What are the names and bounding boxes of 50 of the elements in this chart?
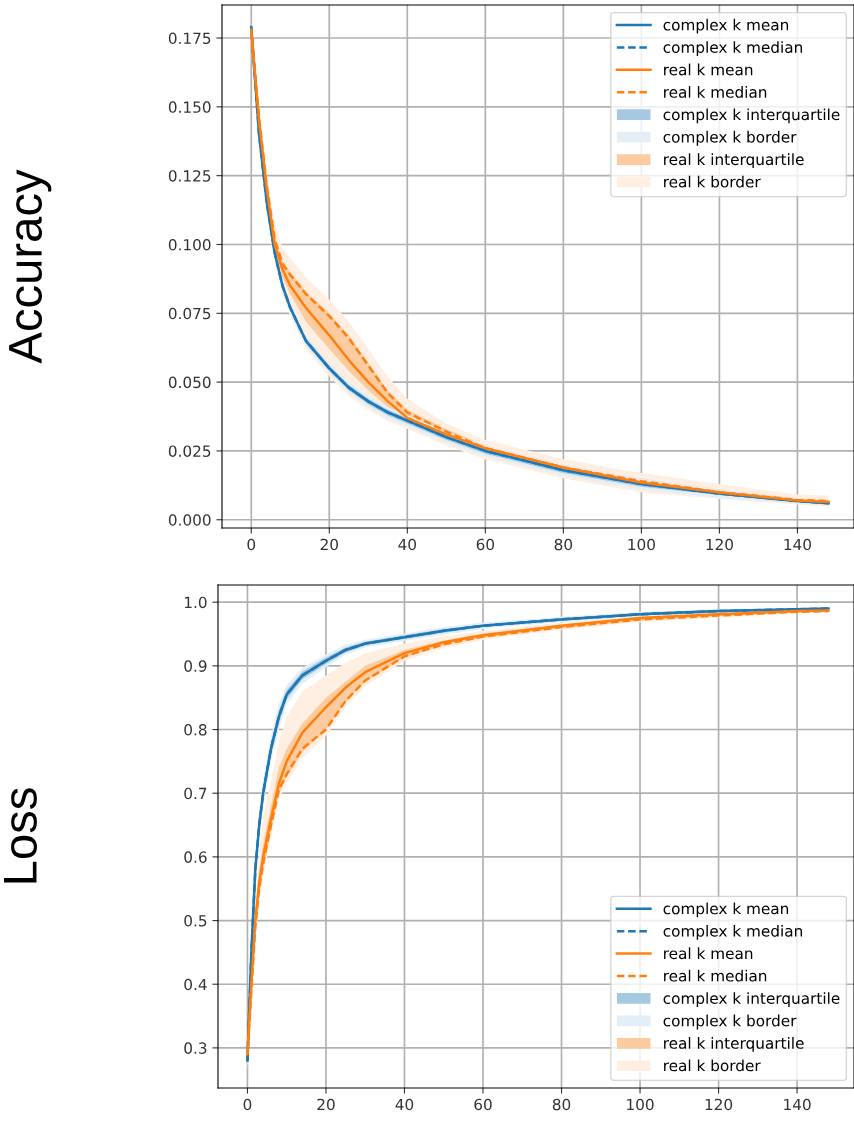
x-tick-label: 120 [706, 538, 733, 551]
x-tick-label: 40 [395, 1098, 414, 1111]
y-tick-label: 0.6 [184, 851, 207, 863]
y-tick-label: 0.7 [184, 787, 207, 800]
legend-label: real k median [664, 969, 767, 982]
y-tick-label: 0.100 [168, 238, 211, 251]
y-tick-label: 0.125 [168, 170, 211, 182]
x-tick-label: 120 [705, 1098, 733, 1111]
x-tick-label: 20 [320, 538, 338, 551]
legend-label: real k mean [664, 947, 753, 960]
x-tick-label: 20 [317, 1098, 335, 1111]
x-tick-label: 140 [784, 538, 811, 551]
legend-label: complex k mean [663, 18, 789, 34]
legend-label: complex k interquartile [663, 108, 840, 124]
y-tick-label: 0.5 [184, 915, 207, 927]
y-axis-title: Loss [3, 788, 37, 883]
legend-label: complex k border [663, 130, 797, 146]
y-tick-label: 0.8 [184, 724, 207, 736]
x-tick-label: 140 [784, 1098, 811, 1111]
y-tick-label: 0.050 [168, 376, 211, 389]
legend-label: real k border [664, 1059, 761, 1072]
x-tick-label: 60 [474, 1098, 492, 1111]
x-tick-label: 100 [627, 1098, 654, 1111]
legend-label: complex k median [663, 924, 802, 940]
x-tick-label: 0 [247, 538, 256, 551]
legend-label: real k median [664, 86, 767, 98]
x-tick-label: 60 [476, 538, 495, 551]
legend-label: complex k interquartile [663, 992, 840, 1007]
y-tick-label: 0.150 [168, 101, 211, 113]
legend-label: complex k border [663, 1014, 797, 1030]
y-tick-label: 1.0 [184, 596, 207, 609]
x-tick-label: 40 [398, 538, 417, 551]
legend-label: real k interquartile [664, 153, 804, 169]
x-tick-label: 80 [552, 1098, 571, 1111]
y-tick-label: 0.175 [168, 32, 211, 45]
y-tick-label: 0.3 [184, 1042, 207, 1054]
legend-label: real k border [664, 175, 761, 188]
y-tick-label: 0.9 [184, 660, 207, 672]
x-tick-label: 0 [243, 1098, 252, 1111]
y-tick-label: 0.000 [168, 514, 211, 526]
legend-label: real k interquartile [664, 1037, 804, 1052]
y-tick-label: 0.4 [184, 978, 207, 991]
legend-label: complex k mean [663, 902, 789, 918]
legend-label: real k mean [664, 63, 753, 76]
y-axis-title: Accuracy [9, 169, 52, 364]
y-tick-label: 0.075 [168, 307, 211, 320]
x-tick-label: 100 [628, 538, 655, 551]
y-tick-label: 0.025 [168, 445, 211, 457]
legend-label: complex k median [663, 41, 802, 56]
x-tick-label: 80 [554, 538, 573, 551]
